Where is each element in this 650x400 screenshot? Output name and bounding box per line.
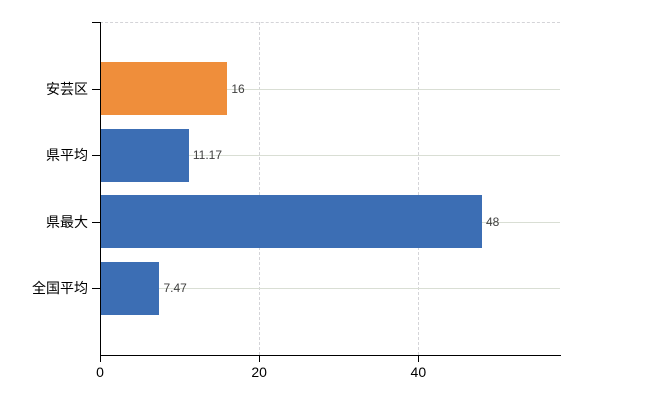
- value-label: 7.47: [163, 281, 187, 296]
- x-tick: [100, 355, 101, 362]
- y-tick: [92, 221, 100, 223]
- y-tick: [92, 288, 100, 290]
- category-label: 県最大: [46, 213, 88, 230]
- gridline-horizontal: [100, 288, 560, 290]
- y-axis-line: [100, 22, 101, 355]
- value-label: 16: [231, 81, 245, 96]
- gridline-horizontal: [100, 88, 560, 90]
- y-axis-top-tick: [92, 22, 100, 23]
- bar-2: [100, 195, 482, 249]
- bar-3: [100, 261, 160, 315]
- x-tick: [259, 355, 261, 362]
- x-axis-line: [100, 355, 561, 356]
- x-tick-label: 0: [96, 364, 104, 380]
- category-label: 安芸区: [46, 80, 88, 97]
- value-label: 11.17: [192, 148, 223, 163]
- y-tick: [92, 155, 100, 157]
- x-tick-label: 40: [410, 364, 427, 380]
- category-label: 県平均: [46, 147, 88, 164]
- y-tick: [92, 88, 100, 90]
- x-tick-label: 20: [251, 364, 267, 380]
- category-label: 全国平均: [32, 280, 88, 297]
- bar-0: [100, 62, 228, 116]
- plot-top-border: [100, 22, 560, 23]
- value-label: 48: [486, 214, 500, 229]
- gridline-vertical: [259, 22, 261, 355]
- bar-1: [100, 128, 189, 182]
- gridline-vertical: [418, 22, 420, 355]
- gridline-horizontal: [100, 155, 560, 157]
- x-tick: [418, 355, 420, 362]
